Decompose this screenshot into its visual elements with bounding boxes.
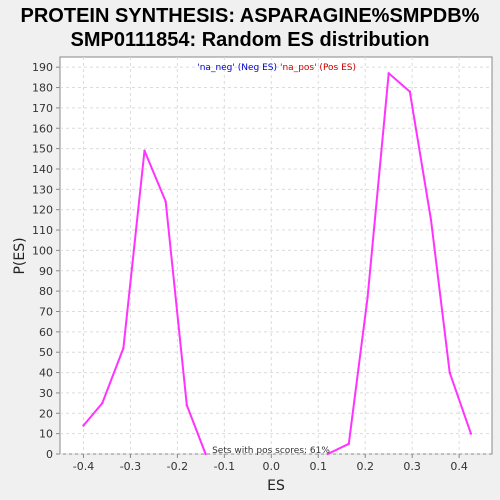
x-tick-label-7: 0.3 (403, 460, 421, 473)
y-tick-label-17: 170 (32, 102, 53, 115)
y-tick-label-10: 100 (32, 244, 53, 257)
x-tick-label-5: 0.1 (310, 460, 328, 473)
x-tick-label-0: -0.4 (73, 460, 94, 473)
chart-title-line1: PROTEIN SYNTHESIS: ASPARAGINE%SMPDB% (21, 5, 480, 27)
x-tick-label-6: 0.2 (356, 460, 374, 473)
y-tick-label-19: 190 (32, 61, 53, 74)
plot-area (59, 56, 493, 455)
x-tick-label-2: -0.2 (167, 460, 188, 473)
y-tick-label-7: 70 (39, 305, 53, 318)
y-tick-label-2: 20 (39, 407, 53, 420)
y-tick-label-11: 110 (32, 224, 53, 237)
x-tick-label-3: -0.1 (214, 460, 235, 473)
series-1-point-7 (469, 432, 473, 435)
legend-neg: 'na_neg' (Neg ES) (197, 63, 277, 73)
series-1-point-6 (448, 371, 451, 374)
series-1-point-5 (429, 218, 433, 222)
series-1-point-4 (408, 90, 412, 93)
series-lines (82, 72, 473, 456)
legend-pos: 'na_pos' (Pos ES) (280, 63, 356, 73)
grid (60, 57, 492, 455)
axes: -0.4 -0.3 -0.2 -0.1 0.0 0.1 0.2 0.3 0.4 0 10 20 30 40… (32, 61, 468, 473)
series-1-point-2 (366, 296, 369, 299)
y-tick-label-0: 0 (46, 448, 53, 461)
series-0-point-1 (101, 401, 104, 405)
y-tick-label-6: 60 (39, 326, 53, 339)
x-tick-label-4: 0.0 (263, 460, 281, 473)
y-axis-title: P(ES) (12, 237, 28, 274)
y-tick-label-16: 160 (32, 122, 53, 135)
y-tick-label-8: 80 (39, 285, 53, 298)
series-0-point-4 (164, 200, 167, 203)
pos-scores-annotation: Sets with pos scores: 61% (212, 446, 330, 456)
series-0-point-3 (143, 149, 146, 152)
y-tick-label-13: 130 (32, 183, 53, 196)
series-0-point-5 (185, 403, 188, 407)
y-tick-label-12: 120 (32, 204, 53, 217)
y-tick-label-1: 10 (39, 428, 53, 441)
y-tick-label-5: 50 (39, 346, 53, 359)
y-tick-label-14: 140 (32, 163, 53, 176)
y-tick-label-18: 180 (32, 82, 53, 95)
y-tick-label-9: 90 (39, 265, 53, 278)
series-0-point-6 (204, 452, 207, 456)
y-tick-label-3: 30 (39, 387, 53, 400)
y-tick-label-15: 150 (32, 143, 53, 156)
x-tick-label-8: 0.4 (450, 460, 468, 473)
x-tick-label-1: -0.3 (120, 460, 141, 473)
series-1-point-1 (347, 442, 350, 446)
chart-title-line2: SMP0111854: Random ES distribution (71, 29, 430, 51)
x-axis-title: ES (267, 478, 285, 494)
series-line-1 (327, 72, 472, 455)
series-0-point-2 (122, 346, 125, 350)
series-1-point-3 (387, 72, 390, 75)
series-1-point-0 (326, 452, 329, 456)
y-tick-label-4: 40 (39, 367, 53, 380)
series-0-point-0 (82, 424, 85, 427)
